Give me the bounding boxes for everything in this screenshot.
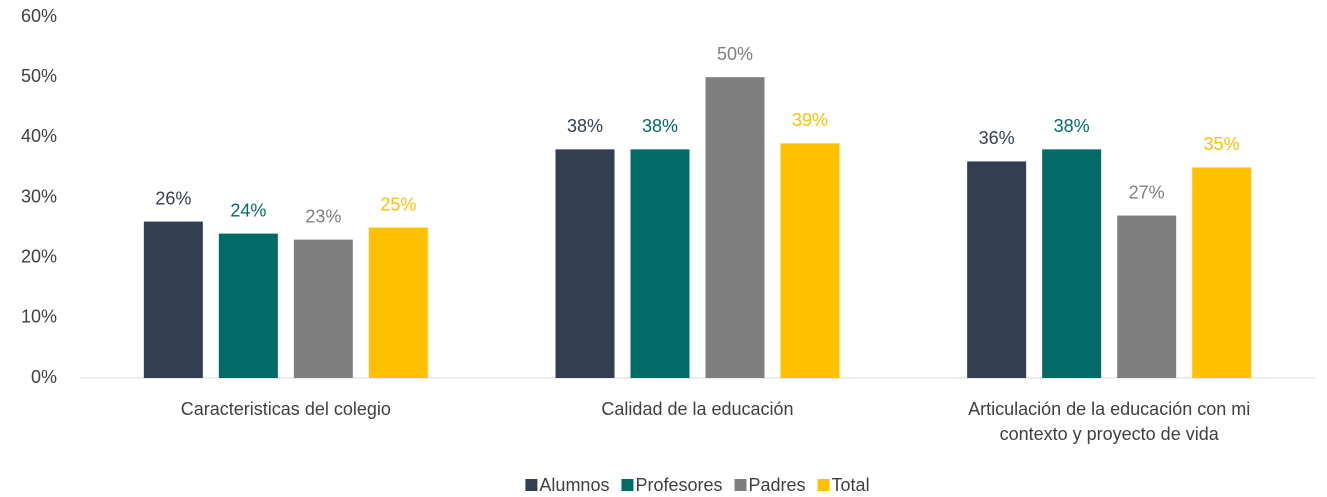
legend-swatch <box>525 479 538 491</box>
legend: Alumnos Profesores Padres Total <box>525 475 870 495</box>
data-label: 39% <box>792 110 828 130</box>
bar <box>630 149 690 378</box>
data-label: 35% <box>1204 134 1240 154</box>
data-label: 23% <box>305 206 341 226</box>
data-label: 24% <box>230 200 266 220</box>
y-tick-label: 60% <box>21 6 57 26</box>
y-tick-label: 0% <box>31 367 57 387</box>
data-label: 38% <box>567 116 603 136</box>
legend-label: Padres <box>749 475 806 495</box>
x-tick-label: Caracteristicas del colegio <box>181 399 391 419</box>
bar <box>1192 167 1252 378</box>
bar <box>368 227 428 378</box>
legend-label: Total <box>832 475 870 495</box>
data-label: 27% <box>1129 182 1165 202</box>
x-tick-label: Articulación de la educación con mi conte… <box>968 399 1250 444</box>
data-label: 36% <box>979 128 1015 148</box>
x-tick-label: Calidad de la educación <box>601 399 793 419</box>
bar <box>705 77 765 379</box>
bar <box>555 149 615 378</box>
legend-label: Profesores <box>635 475 722 495</box>
bar <box>293 239 353 378</box>
data-label: 26% <box>155 188 191 208</box>
data-label: 25% <box>380 194 416 214</box>
y-tick-label: 10% <box>21 307 57 327</box>
bar <box>218 233 278 378</box>
bar <box>780 143 840 378</box>
legend-label: Alumnos <box>539 475 609 495</box>
y-tick-label: 30% <box>21 186 57 206</box>
legend-swatch <box>621 479 634 491</box>
y-tick-label: 40% <box>21 126 57 146</box>
data-label: 50% <box>717 44 753 64</box>
y-tick-label: 50% <box>21 66 57 86</box>
bar <box>143 221 203 378</box>
legend-swatch <box>817 479 830 491</box>
bar <box>967 161 1027 378</box>
y-tick-label: 20% <box>21 246 57 266</box>
bar <box>1117 215 1177 378</box>
bar <box>1042 149 1102 378</box>
data-label: 38% <box>1054 116 1090 136</box>
legend-swatch <box>734 479 747 491</box>
data-label: 38% <box>642 116 678 136</box>
